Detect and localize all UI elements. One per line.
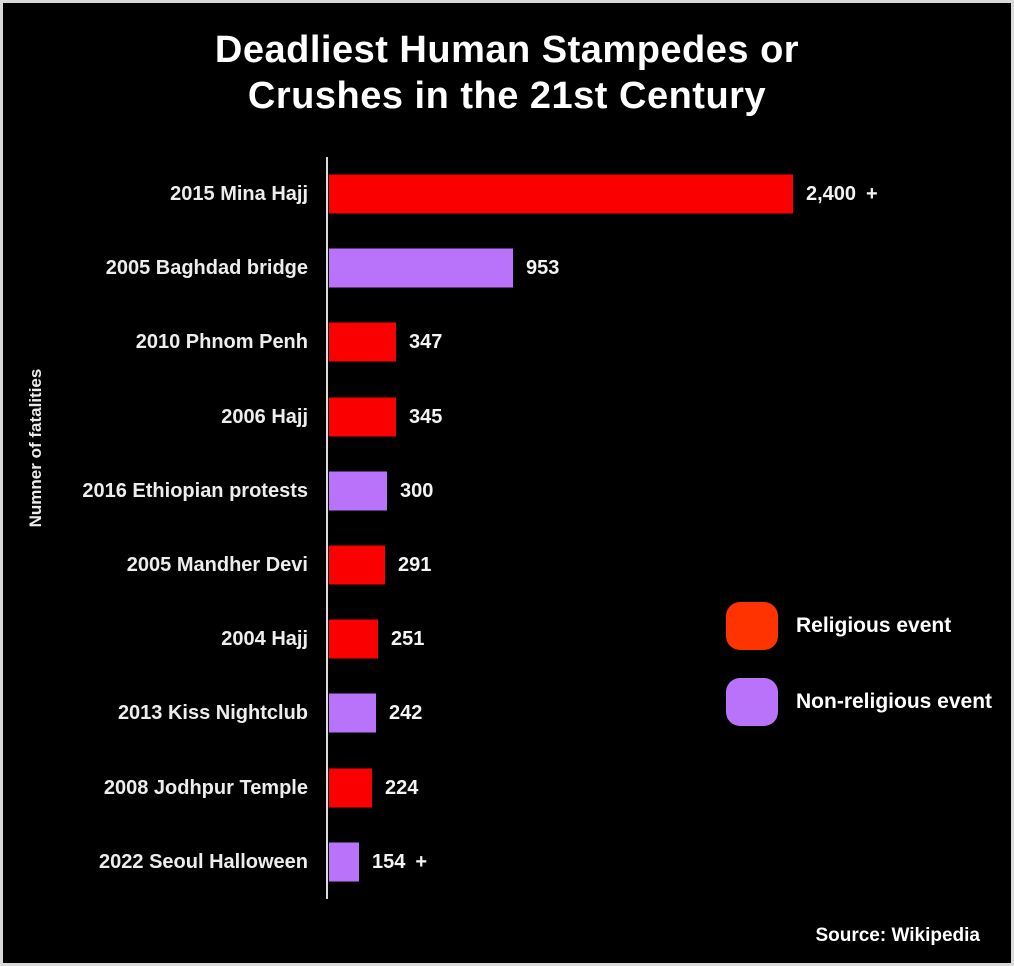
chart-title: Deadliest Human Stampedes or Crushes in … — [3, 27, 1011, 119]
bar — [329, 471, 387, 511]
bar-value-label: 251 — [391, 628, 425, 651]
religious-event-swatch-icon — [726, 602, 778, 650]
bar-row: 2008 Jodhpur Temple 224 — [3, 751, 1011, 825]
bar-row-label: 2005 Baghdad bridge — [105, 257, 308, 280]
bar-row-label: 2013 Kiss Nightclub — [117, 702, 308, 725]
source-credit: Source: Wikipedia — [815, 925, 980, 946]
bar-row-label: 2022 Seoul Halloween — [99, 850, 308, 873]
bar-row: 2005 Baghdad bridge 953 — [3, 231, 1011, 305]
bar — [329, 545, 385, 585]
bar-row: 2016 Ethiopian protests 300 — [3, 454, 1011, 528]
bar — [329, 619, 378, 659]
legend: Religious event Non-religious event — [726, 602, 992, 726]
y-axis-line — [326, 157, 328, 899]
non-religious-event-swatch-icon — [726, 678, 778, 726]
plot-area: 2015 Mina Hajj 2,400 + 2005 Baghdad brid… — [3, 157, 1011, 899]
bar-value-label: 300 — [400, 479, 434, 502]
bar — [329, 248, 513, 288]
bar-row: 2004 Hajj 251 — [3, 602, 1011, 676]
bar — [329, 397, 396, 437]
bar-value-label: 2,400 + — [806, 183, 878, 205]
legend-label: Religious event — [796, 614, 952, 637]
bar — [329, 842, 359, 882]
bar-row: 2022 Seoul Halloween 154 + — [3, 825, 1011, 899]
bar-value-label: 154 + — [372, 850, 428, 873]
bar-row-label: 2005 Mandher Devi — [126, 553, 308, 576]
bar-row: 2005 Mandher Devi 291 — [3, 528, 1011, 602]
bar-value-label: 224 — [385, 776, 419, 799]
bar-row-label: 2016 Ethiopian protests — [82, 479, 308, 502]
bar-row: 2013 Kiss Nightclub 242 — [3, 676, 1011, 750]
bar — [329, 174, 793, 214]
chart-title-line-2: Crushes in the 21st Century — [247, 75, 767, 117]
bar-row: 2010 Phnom Penh 347 — [3, 305, 1011, 379]
bar-row-label: 2008 Jodhpur Temple — [103, 776, 308, 799]
bar-row-label: 2010 Phnom Penh — [135, 331, 308, 354]
bar-value-label: 291 — [398, 553, 432, 576]
bar-row-label: 2015 Mina Hajj — [170, 183, 308, 205]
bar — [329, 693, 376, 733]
bar-value-label: 242 — [389, 702, 423, 725]
bar-row: 2015 Mina Hajj 2,400 + — [3, 157, 1011, 231]
bar-row-label: 2006 Hajj — [221, 405, 308, 428]
bar-value-label: 345 — [409, 405, 443, 428]
bar-row: 2006 Hajj 345 — [3, 380, 1011, 454]
chart-title-line-1: Deadliest Human Stampedes or — [214, 29, 800, 71]
bar-value-label: 347 — [409, 331, 443, 354]
legend-item: Religious event — [726, 602, 992, 650]
bar-row-label: 2004 Hajj — [221, 628, 308, 651]
bar-value-label: 953 — [526, 257, 560, 280]
bar — [329, 322, 396, 362]
legend-item: Non-religious event — [726, 678, 992, 726]
legend-label: Non-religious event — [796, 690, 993, 713]
bar — [329, 768, 372, 808]
